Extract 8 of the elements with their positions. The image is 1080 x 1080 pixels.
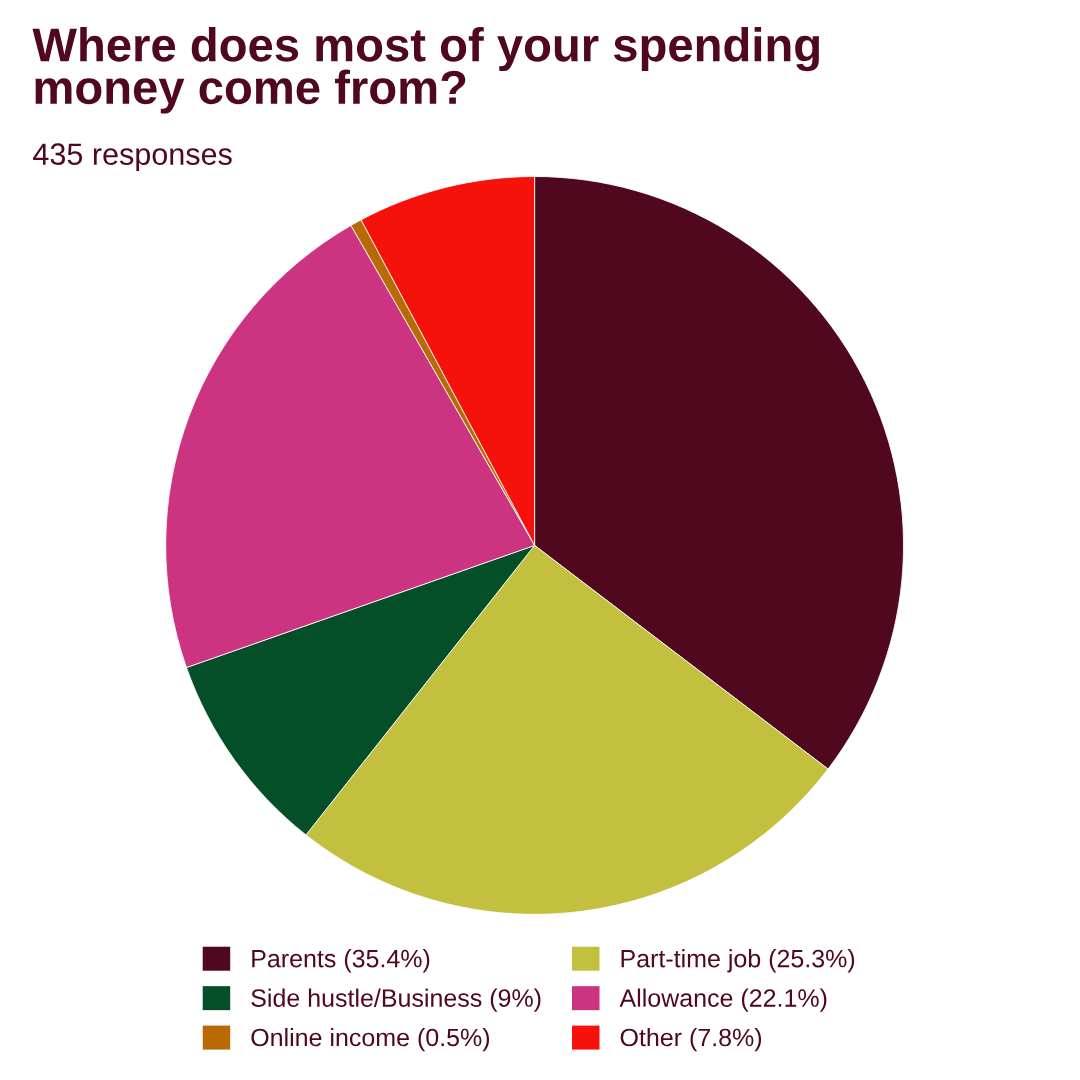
chart-title: Where does most of your spending money come from? bbox=[32, 27, 819, 114]
legend-label: Online income (0.5%) bbox=[251, 1027, 490, 1052]
legend-label: Part-time job (25.3%) bbox=[621, 949, 855, 973]
legend-label: Side hustle/Business (9%) bbox=[251, 988, 541, 1012]
legend-label: Allowance (22.1%) bbox=[619, 988, 827, 1012]
legend-label: Other (7.8%) bbox=[620, 1027, 762, 1052]
chart-subtitle: 435 responses bbox=[33, 143, 232, 172]
legend-label: Parents (35.4%) bbox=[252, 949, 430, 973]
